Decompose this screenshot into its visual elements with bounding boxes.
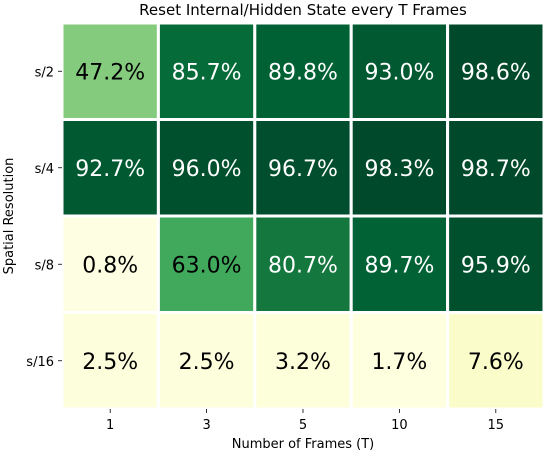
cell-value-label: 1.7% [371, 350, 427, 375]
cell-value-label: 89.8% [268, 60, 338, 85]
heatmap-cell [156, 311, 257, 411]
x-tick-label: 15 [488, 418, 505, 433]
cell-value-label: 63.0% [172, 253, 242, 278]
cell-value-label: 95.9% [461, 253, 531, 278]
cell-value-label: 47.2% [75, 60, 145, 85]
x-tick-label: 10 [391, 418, 408, 433]
heatmap-cell [446, 118, 546, 218]
cell-value-label: 92.7% [75, 157, 145, 182]
cell-value-label: 89.7% [364, 253, 434, 278]
cell-value-label: 0.8% [82, 253, 138, 278]
heatmap-cell [446, 311, 546, 411]
heatmap-cell [253, 118, 353, 218]
x-axis: 1 3 5 10 15 [106, 409, 504, 433]
y-tick-label: s/2 [35, 65, 54, 80]
heatmap-cell [156, 21, 257, 121]
cell-value-label: 2.5% [179, 350, 235, 375]
y-axis: s/2 s/4 s/8 s/16 [26, 65, 62, 370]
x-tick-label: 1 [106, 418, 114, 433]
y-tick-label: s/16 [26, 355, 54, 370]
cell-value-label: 98.3% [364, 157, 434, 182]
heatmap-cell [156, 214, 257, 314]
x-axis-label: Number of Frames (T) [232, 437, 375, 452]
cell-value-label: 3.2% [275, 350, 331, 375]
cell-value-label: 93.0% [364, 60, 434, 85]
cell-value-label: 98.6% [461, 60, 531, 85]
y-tick-label: s/4 [35, 162, 54, 177]
heatmap-cell [349, 214, 450, 314]
cell-value-label: 85.7% [172, 60, 242, 85]
cell-value-label: 7.6% [468, 350, 524, 375]
y-tick-label: s/8 [35, 258, 54, 273]
heatmap-cells: 47.2% 85.7% 89.8% 93.0% 98.6% 92.7% 96.0% 96.7%… [60, 21, 546, 411]
cell-value-label: 98.7% [461, 157, 531, 182]
heatmap-cell [349, 311, 450, 411]
cell-value-label: 96.0% [172, 157, 242, 182]
y-axis-label: Spatial Resolution [2, 158, 17, 275]
cell-value-label: 80.7% [268, 253, 338, 278]
cell-value-label: 96.7% [268, 157, 338, 182]
chart-title: Reset Internal/Hidden State every T Fram… [139, 1, 467, 19]
x-tick-label: 5 [299, 418, 307, 433]
cell-value-label: 2.5% [82, 350, 138, 375]
x-tick-label: 3 [202, 418, 210, 433]
